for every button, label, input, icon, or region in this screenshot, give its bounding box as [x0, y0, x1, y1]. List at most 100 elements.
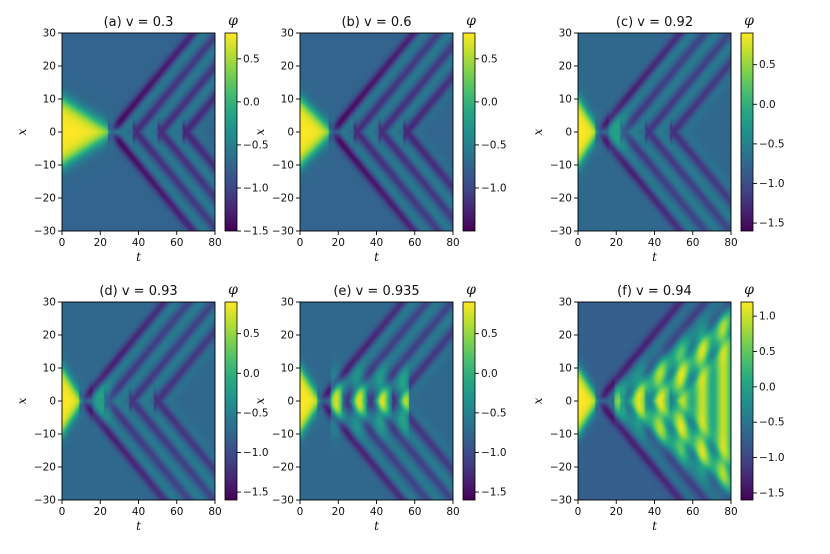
x-tick-label: 80	[208, 237, 221, 249]
colorbar-tick-label: −1.5	[243, 487, 269, 499]
y-axis-label: x	[15, 128, 29, 135]
colorbar-tick-label: 0.0	[243, 96, 260, 108]
y-tick-label: 10	[559, 363, 572, 375]
colorbar-label: φ	[466, 282, 476, 298]
y-tick-label: −30	[550, 226, 572, 238]
heatmap-b	[300, 33, 453, 231]
colorbar-tick-label: 0.5	[481, 328, 498, 340]
panel-title: (a) v = 0.3	[104, 15, 174, 30]
x-tick-label: 0	[575, 506, 582, 518]
colorbar-tick-label: 0.5	[481, 53, 498, 65]
y-tick-label: 30	[281, 28, 294, 40]
colorbar-tick-label: −1.0	[243, 447, 269, 459]
colorbar	[224, 32, 238, 232]
colorbar	[224, 301, 238, 501]
colorbar-tick-label: 0.5	[759, 346, 776, 358]
colorbar-tick-label: −1.5	[759, 487, 785, 499]
y-tick-label: 10	[281, 363, 294, 375]
colorbar-tick-label: −1.0	[759, 178, 785, 190]
y-tick-label: −10	[272, 429, 294, 441]
colorbar	[462, 32, 476, 232]
y-tick-label: −20	[34, 193, 56, 205]
x-tick-label: 60	[408, 237, 421, 249]
x-tick-label: 80	[446, 237, 459, 249]
colorbar-tick-label: −1.5	[759, 218, 785, 230]
colorbar-label: φ	[744, 282, 754, 298]
y-tick-label: −10	[34, 160, 56, 172]
y-tick-label: −30	[34, 495, 56, 507]
x-tick-label: 0	[59, 237, 66, 249]
x-tick-label: 40	[648, 506, 661, 518]
y-tick-label: 10	[559, 94, 572, 106]
colorbar-tick-label: −1.5	[481, 487, 507, 499]
y-tick-label: −10	[34, 429, 56, 441]
y-axis-label: x	[15, 397, 29, 404]
y-tick-label: 20	[43, 61, 56, 73]
panel-e: 0 20 40 60 80 −30 −20 −10 0 10 20 30 t x (e) v = 0.935…	[253, 282, 507, 533]
y-tick-label: 20	[43, 330, 56, 342]
y-tick-label: −20	[272, 193, 294, 205]
x-tick-label: 40	[648, 237, 661, 249]
y-tick-label: −30	[34, 226, 56, 238]
colorbar-tick-label: 0.5	[243, 328, 260, 340]
y-tick-label: 20	[281, 61, 294, 73]
y-axis-label: x	[531, 128, 545, 135]
colorbar-tick-label: −0.5	[481, 139, 507, 151]
panel-a: 0 20 40 60 80 −30 −20 −10 0 10 20 30 t x (a) v = 0.3 −1…	[15, 13, 269, 264]
colorbar-label: φ	[228, 13, 238, 29]
x-tick-label: 60	[170, 506, 183, 518]
colorbar-tick-label: 0.5	[759, 59, 776, 71]
y-tick-label: −10	[272, 160, 294, 172]
colorbar-tick-label: −1.0	[759, 452, 785, 464]
y-tick-label: 10	[43, 94, 56, 106]
panel-d: 0 20 40 60 80 −30 −20 −10 0 10 20 30 t x (d) v = 0.93 −…	[15, 282, 269, 533]
panel-f: 0 20 40 60 80 −30 −20 −10 0 10 20 30 t x (f) v = 0.94 −…	[531, 282, 785, 533]
colorbar	[740, 32, 754, 232]
colorbar-label: φ	[228, 282, 238, 298]
x-tick-label: 40	[370, 237, 383, 249]
colorbar-tick-label: −1.0	[481, 447, 507, 459]
x-tick-label: 40	[370, 506, 383, 518]
colorbar-tick-label: 0.0	[481, 96, 498, 108]
y-axis-label: x	[253, 128, 267, 135]
panel-title: (e) v = 0.935	[333, 284, 419, 299]
colorbar	[462, 301, 476, 501]
heatmap-f	[578, 302, 731, 500]
colorbar-tick-label: 0.0	[759, 381, 776, 393]
colorbar-tick-label: −0.5	[759, 138, 785, 150]
x-tick-label: 0	[59, 506, 66, 518]
colorbar-tick-label: −1.0	[481, 182, 507, 194]
y-tick-label: −30	[272, 495, 294, 507]
x-tick-label: 20	[610, 506, 623, 518]
x-tick-label: 20	[94, 506, 107, 518]
x-tick-label: 0	[297, 237, 304, 249]
colorbar-tick-label: 0.5	[243, 53, 260, 65]
y-tick-label: 0	[565, 127, 572, 139]
x-tick-label: 60	[170, 237, 183, 249]
x-tick-label: 20	[332, 506, 345, 518]
y-tick-label: 20	[559, 61, 572, 73]
x-tick-label: 60	[408, 506, 421, 518]
x-tick-label: 20	[332, 237, 345, 249]
x-axis-label: t	[374, 250, 379, 264]
y-tick-label: −20	[550, 193, 572, 205]
y-tick-label: 20	[559, 330, 572, 342]
colorbar-tick-label: −0.5	[243, 139, 269, 151]
heatmap-d	[62, 302, 215, 500]
x-axis-label: t	[136, 250, 141, 264]
heatmap-c	[578, 33, 731, 231]
x-tick-label: 20	[94, 237, 107, 249]
y-tick-label: 0	[565, 396, 572, 408]
x-tick-label: 40	[132, 506, 145, 518]
y-tick-label: 30	[559, 297, 572, 309]
y-tick-label: −10	[550, 429, 572, 441]
y-tick-label: 10	[281, 94, 294, 106]
y-tick-label: −20	[272, 462, 294, 474]
colorbar-tick-label: −1.0	[243, 182, 269, 194]
x-tick-label: 60	[686, 506, 699, 518]
colorbar-tick-label: 0.0	[243, 368, 260, 380]
y-tick-label: 30	[43, 297, 56, 309]
y-tick-label: 10	[43, 363, 56, 375]
x-axis-label: t	[374, 519, 379, 533]
